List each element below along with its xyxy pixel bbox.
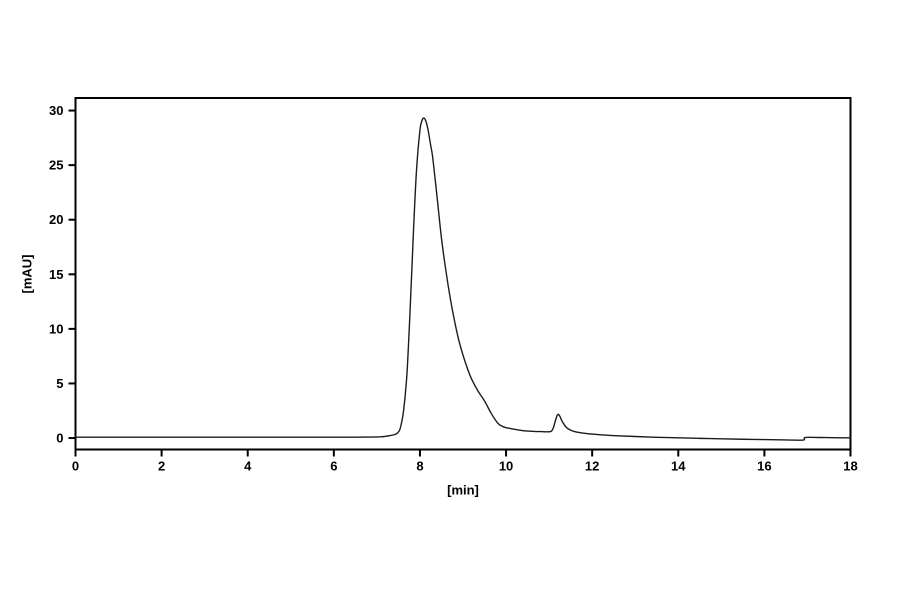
x-tick-label-4: 4 [244, 459, 252, 474]
x-tick-label-18: 18 [843, 459, 857, 474]
x-axis-label: [min] [447, 482, 479, 498]
y-tick-label-30: 30 [49, 103, 63, 118]
y-tick-label-10: 10 [49, 321, 63, 336]
y-axis-label: [mAU] [19, 254, 35, 294]
y-tick-label-25: 25 [49, 158, 63, 173]
signal-trace-detector-signal [74, 117, 852, 441]
x-tick-label-8: 8 [416, 459, 423, 474]
y-tick-label-15: 15 [49, 267, 63, 282]
x-tick-label-10: 10 [499, 459, 513, 474]
x-tick-label-12: 12 [585, 459, 599, 474]
y-tick-label-20: 20 [49, 212, 63, 227]
x-tick-label-6: 6 [330, 459, 337, 474]
x-tick-label-2: 2 [158, 459, 165, 474]
plot-frame [74, 97, 852, 451]
x-tick-label-16: 16 [757, 459, 771, 474]
y-tick-label-5: 5 [56, 376, 63, 391]
x-tick-label-14: 14 [671, 459, 686, 474]
y-tick-label-0: 0 [56, 431, 63, 446]
x-tick-label-0: 0 [72, 459, 79, 474]
